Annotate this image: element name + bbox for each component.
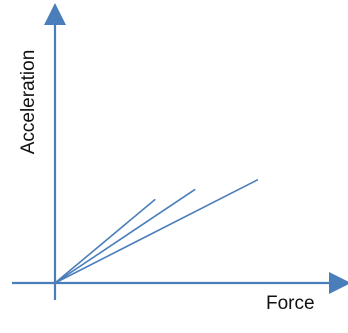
x-axis-label: Force	[266, 293, 315, 314]
series-layer	[54, 179, 259, 284]
y-axis-label: Acceleration	[18, 50, 39, 155]
series-line-1	[54, 198, 156, 284]
series-line-2	[54, 188, 196, 284]
series-line-3	[54, 179, 259, 284]
